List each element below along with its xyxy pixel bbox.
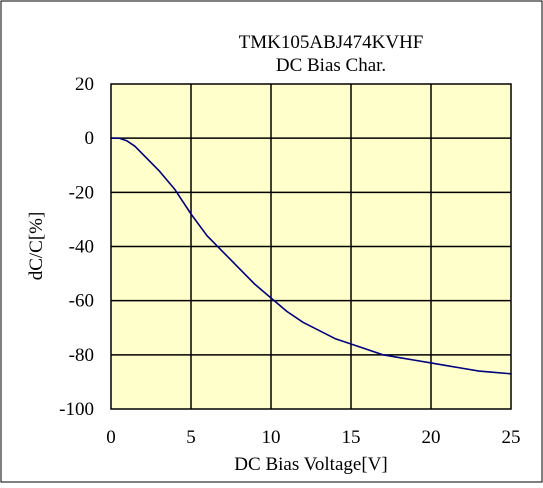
x-tick-label: 5 bbox=[186, 427, 196, 448]
series-layer bbox=[110, 137, 512, 375]
plot-frame bbox=[110, 83, 512, 410]
y-tick-label: -100 bbox=[59, 399, 94, 420]
x-tick-label: 0 bbox=[106, 427, 116, 448]
x-tick-label: 10 bbox=[262, 427, 281, 448]
x-tick-label: 25 bbox=[502, 427, 521, 448]
y-tick-label: -80 bbox=[69, 345, 94, 366]
x-tick-label: 15 bbox=[342, 427, 361, 448]
chart-title: TMK105ABJ474KVHF bbox=[239, 32, 424, 53]
y-tick-label: -60 bbox=[69, 291, 94, 312]
x-tick-labels: 0 5 10 15 20 25 bbox=[106, 427, 520, 448]
x-tick-label: 20 bbox=[422, 427, 441, 448]
x-axis-label: DC Bias Voltage[V] bbox=[234, 454, 387, 475]
chart-subtitle: DC Bias Char. bbox=[276, 55, 386, 76]
y-axis-label: dC/C[%] bbox=[26, 212, 47, 281]
y-tick-label: 0 bbox=[85, 128, 95, 149]
y-tick-labels: 20 0 -20 -40 -60 -80 -100 bbox=[59, 74, 94, 420]
y-tick-label: 20 bbox=[75, 74, 94, 95]
y-tick-label: -40 bbox=[69, 237, 94, 258]
series-line-1 bbox=[110, 137, 512, 375]
y-tick-label: -20 bbox=[69, 182, 94, 203]
